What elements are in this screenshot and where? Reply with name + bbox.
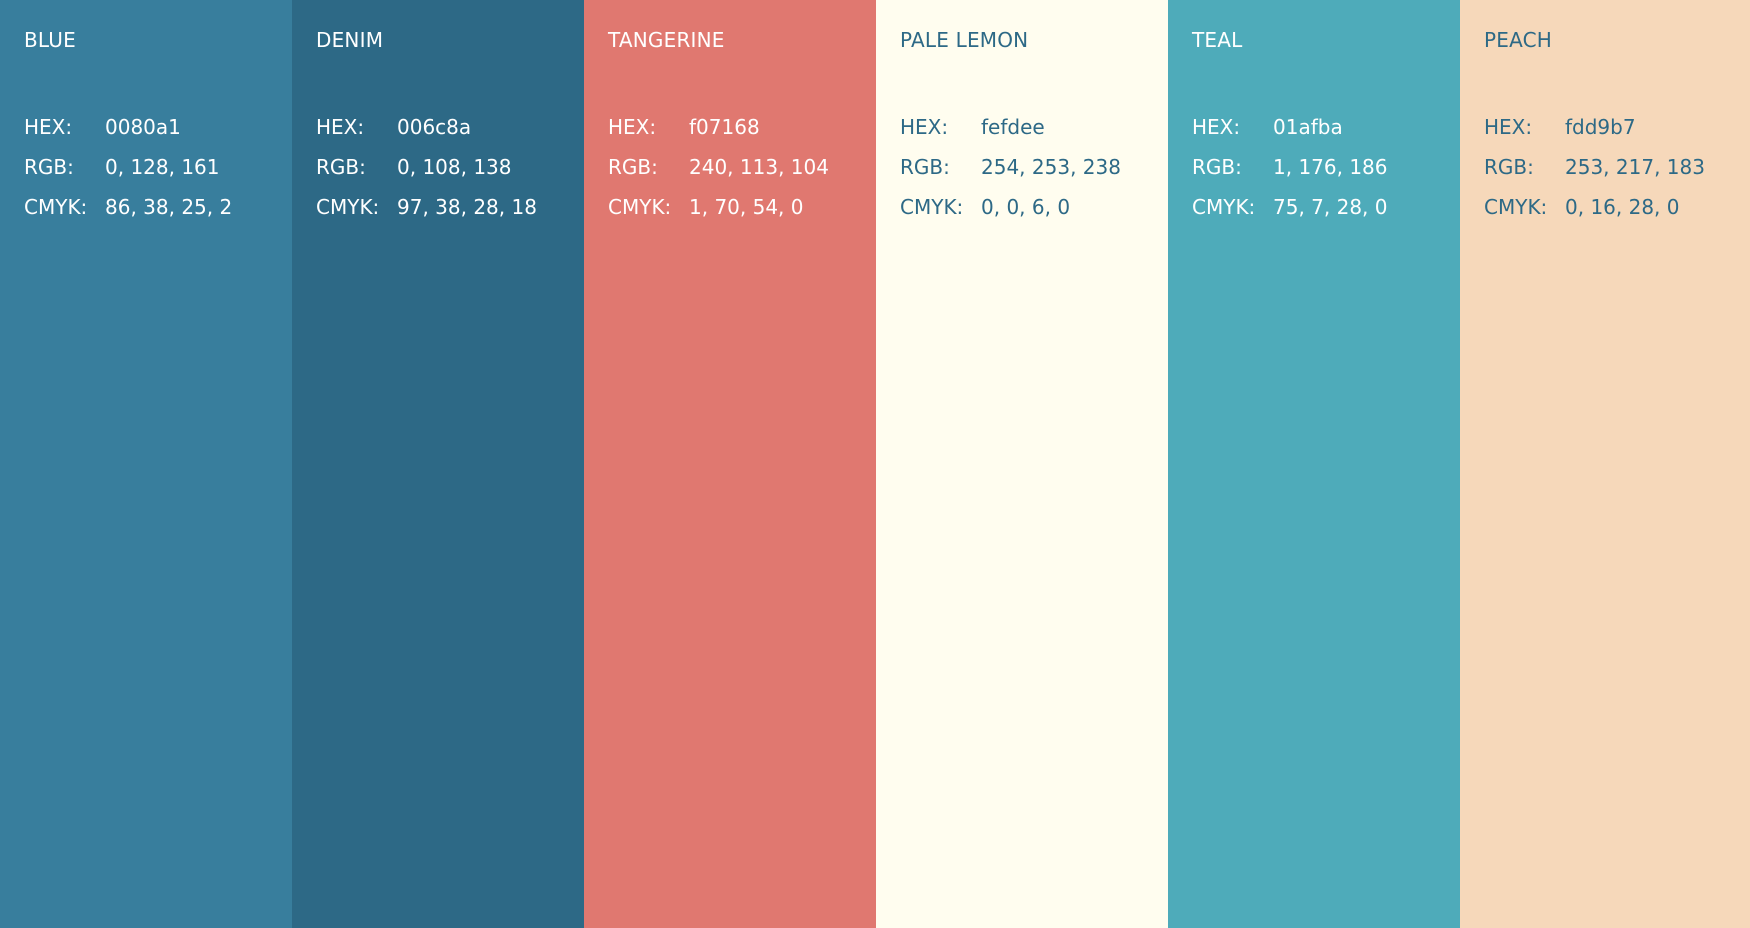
swatch-denim: DENIM HEX: 006c8a RGB: 0, 108, 138 CMYK:… [292,0,584,928]
cmyk-value: 0, 16, 28, 0 [1565,195,1680,219]
cmyk-value: 1, 70, 54, 0 [689,195,804,219]
hex-label: HEX: [316,115,365,139]
swatch-pale-lemon: PALE LEMON HEX: fefdee RGB: 254, 253, 23… [876,0,1168,928]
swatch-peach: PEACH HEX: fdd9b7 RGB: 253, 217, 183 CMY… [1460,0,1750,928]
hex-row: HEX: 01afba [1192,107,1460,147]
rgb-row: RGB: 254, 253, 238 [900,147,1168,187]
hex-row: HEX: f07168 [608,107,876,147]
cmyk-label: CMYK: [608,195,672,219]
cmyk-label: CMYK: [900,195,964,219]
rgb-value: 240, 113, 104 [689,155,829,179]
cmyk-value: 0, 0, 6, 0 [981,195,1071,219]
cmyk-value: 75, 7, 28, 0 [1273,195,1388,219]
rgb-label: RGB: [24,155,74,179]
rgb-value: 254, 253, 238 [981,155,1121,179]
hex-value: fefdee [981,115,1045,139]
hex-value: 01afba [1273,115,1343,139]
hex-label: HEX: [1192,115,1241,139]
cmyk-row: CMYK: 75, 7, 28, 0 [1192,187,1460,227]
rgb-value: 1, 176, 186 [1273,155,1388,179]
hex-value: fdd9b7 [1565,115,1636,139]
cmyk-row: CMYK: 1, 70, 54, 0 [608,187,876,227]
hex-label: HEX: [900,115,949,139]
cmyk-row: CMYK: 86, 38, 25, 2 [24,187,292,227]
rgb-row: RGB: 240, 113, 104 [608,147,876,187]
hex-value: 006c8a [397,115,472,139]
swatch-teal: TEAL HEX: 01afba RGB: 1, 176, 186 CMYK: … [1168,0,1460,928]
rgb-row: RGB: 253, 217, 183 [1484,147,1750,187]
rgb-label: RGB: [608,155,658,179]
swatch-name: TANGERINE [608,28,725,52]
hex-row: HEX: 006c8a [316,107,584,147]
swatch-name: TEAL [1192,28,1243,52]
cmyk-label: CMYK: [316,195,380,219]
swatch-name: PEACH [1484,28,1553,52]
hex-row: HEX: fdd9b7 [1484,107,1750,147]
rgb-row: RGB: 0, 108, 138 [316,147,584,187]
hex-value: f07168 [689,115,760,139]
rgb-label: RGB: [1484,155,1534,179]
cmyk-value: 86, 38, 25, 2 [105,195,233,219]
cmyk-row: CMYK: 0, 0, 6, 0 [900,187,1168,227]
swatch-name: BLUE [24,28,76,52]
rgb-label: RGB: [900,155,950,179]
rgb-row: RGB: 1, 176, 186 [1192,147,1460,187]
cmyk-value: 97, 38, 28, 18 [397,195,537,219]
swatch-tangerine: TANGERINE HEX: f07168 RGB: 240, 113, 104… [584,0,876,928]
hex-label: HEX: [24,115,73,139]
swatch-blue: BLUE HEX: 0080a1 RGB: 0, 128, 161 CMYK: … [0,0,292,928]
cmyk-row: CMYK: 0, 16, 28, 0 [1484,187,1750,227]
rgb-label: RGB: [1192,155,1242,179]
rgb-value: 0, 108, 138 [397,155,512,179]
cmyk-label: CMYK: [1484,195,1548,219]
cmyk-label: CMYK: [1192,195,1256,219]
swatch-name: DENIM [316,28,384,52]
hex-label: HEX: [1484,115,1533,139]
hex-row: HEX: fefdee [900,107,1168,147]
rgb-value: 0, 128, 161 [105,155,220,179]
cmyk-row: CMYK: 97, 38, 28, 18 [316,187,584,227]
rgb-row: RGB: 0, 128, 161 [24,147,292,187]
rgb-label: RGB: [316,155,366,179]
rgb-value: 253, 217, 183 [1565,155,1705,179]
swatch-name: PALE LEMON [900,28,1029,52]
hex-value: 0080a1 [105,115,181,139]
hex-label: HEX: [608,115,657,139]
cmyk-label: CMYK: [24,195,88,219]
hex-row: HEX: 0080a1 [24,107,292,147]
